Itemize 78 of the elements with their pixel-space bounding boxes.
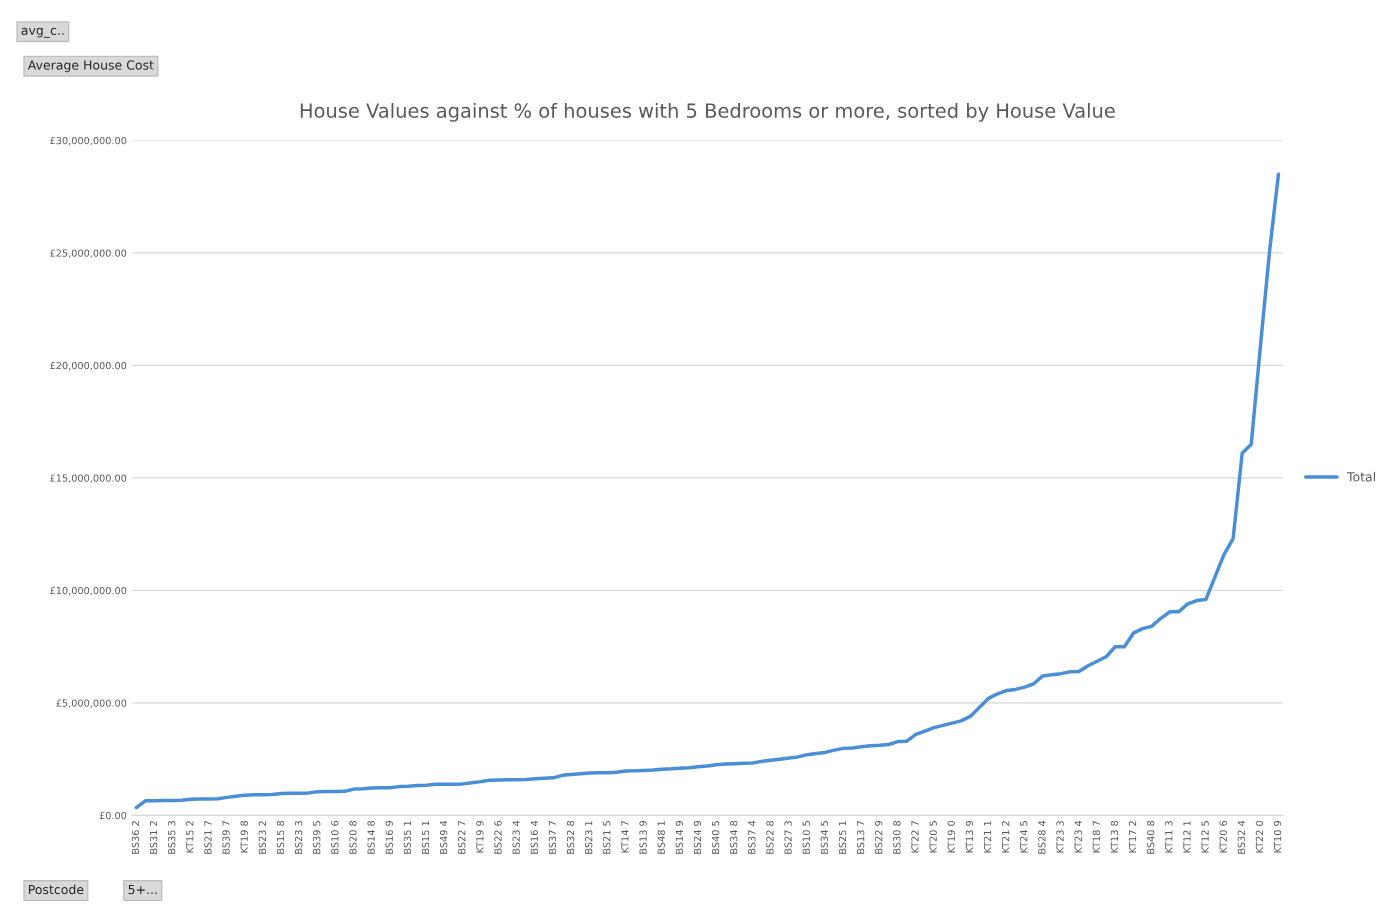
x-tick-label: BS39 5 xyxy=(313,821,321,854)
x-tick-label: BS22 7 xyxy=(458,821,466,854)
x-tick-label: BS22 8 xyxy=(766,820,774,854)
x-tick-label: BS30 8 xyxy=(893,820,901,854)
x-tick-label: KT12 1 xyxy=(1183,821,1191,853)
x-tick-label: KT24 5 xyxy=(1020,821,1028,853)
x-tick-label: BS13 9 xyxy=(639,820,647,854)
x-tick-label: KT20 6 xyxy=(1219,820,1227,853)
x-tick-label: BS24 9 xyxy=(693,820,702,854)
y-tick-label: £30,000,000.00 xyxy=(50,136,127,146)
x-tick-label: KT19 8 xyxy=(240,820,248,853)
y-tick-label: £25,000,000.00 xyxy=(50,249,127,258)
x-tick-label: KT23 3 xyxy=(1056,821,1064,853)
text: Average House Cost xyxy=(27,60,154,73)
x-tick-label: KT22 0 xyxy=(1255,820,1264,853)
x-tick-label: BS36 2 xyxy=(131,821,140,854)
text: avg_c.. xyxy=(21,27,64,38)
x-tick-label: BS20 8 xyxy=(349,820,357,854)
y-tick-label: £15,000,000.00 xyxy=(50,474,127,483)
x-tick-label: KT11 3 xyxy=(1165,821,1173,853)
x-tick-label: BS23 2 xyxy=(258,821,267,854)
x-tick-label: BS15 1 xyxy=(421,821,430,854)
x-tick-label: BS22 9 xyxy=(875,820,883,854)
x-tick-label: BS15 8 xyxy=(276,820,285,854)
y-tick-label: £20,000,000.00 xyxy=(50,361,127,371)
x-tick-label: KT13 9 xyxy=(965,820,974,853)
x-tick-label: BS23 3 xyxy=(294,821,303,854)
x-tick-label: BS34 8 xyxy=(730,820,738,854)
x-tick-label: KT14 7 xyxy=(621,821,629,853)
x-tick-label: BS16 9 xyxy=(385,820,393,854)
x-tick-label: KT17 2 xyxy=(1128,821,1137,853)
x-tick-label: BS34 5 xyxy=(820,821,829,854)
y-tick-label: £5,000,000.00 xyxy=(56,699,127,708)
x-tick-label: BS35 1 xyxy=(403,821,412,854)
x-tick-label: KT10 9 xyxy=(1273,820,1282,853)
x-tick-label: BS10 5 xyxy=(802,821,810,854)
x-tick-label: KT19 0 xyxy=(947,820,955,853)
x-tick-label: BS28 4 xyxy=(1038,820,1046,854)
x-tick-label: BS40 8 xyxy=(1147,820,1155,854)
text: 5+... xyxy=(128,884,157,895)
x-tick-label: BS21 5 xyxy=(603,821,611,854)
x-tick-label: BS25 1 xyxy=(838,821,847,854)
x-tick-label: BS10 6 xyxy=(331,820,339,854)
x-tick-label: KT15 2 xyxy=(186,821,194,853)
legend-label: Total xyxy=(1346,471,1376,482)
text: Postcode xyxy=(28,884,84,895)
x-tick-label: BS39 7 xyxy=(222,821,230,854)
x-tick-label: BS21 7 xyxy=(204,821,212,854)
y-tick-label: £10,000,000.00 xyxy=(50,586,127,596)
x-tick-label: KT13 8 xyxy=(1110,820,1119,853)
x-tick-label: BS14 8 xyxy=(367,820,375,854)
x-tick-label: KT19 9 xyxy=(476,820,484,853)
x-tick-label: BS49 4 xyxy=(439,820,448,854)
x-tick-label: BS16 4 xyxy=(530,820,538,854)
x-tick-label: BS14 9 xyxy=(675,820,683,854)
x-tick-label: BS27 3 xyxy=(784,821,792,854)
x-tick-label: BS37 7 xyxy=(548,821,557,854)
x-tick-label: BS32 4 xyxy=(1237,820,1246,854)
x-tick-label: KT23 4 xyxy=(1074,820,1082,853)
line-series xyxy=(134,172,1281,810)
x-tick-label: BS23 4 xyxy=(512,820,520,854)
y-tick-label: £0.00 xyxy=(99,811,127,820)
x-tick-label: KT21 2 xyxy=(1001,821,1010,853)
x-tick-label: BS40 5 xyxy=(711,821,720,854)
x-tick-label: KT12 5 xyxy=(1201,821,1209,853)
x-tick-label: KT20 5 xyxy=(929,821,937,853)
x-tick-label: BS23 1 xyxy=(585,821,593,854)
x-tick-label: KT22 7 xyxy=(911,821,919,853)
chart-title: House Values against % of houses with 5 Bedrooms or more, sorted by House Value xyxy=(300,102,1115,122)
x-tick-label: BS48 1 xyxy=(657,821,665,854)
x-tick-label: KT21 1 xyxy=(983,821,992,853)
x-tick-label: BS31 2 xyxy=(149,821,158,854)
x-tick-label: BS13 7 xyxy=(856,821,865,854)
x-tick-label: BS22 6 xyxy=(494,820,502,854)
x-tick-label: BS37 4 xyxy=(748,820,756,854)
x-tick-label: KT18 7 xyxy=(1092,821,1100,853)
x-tick-label: BS32 8 xyxy=(566,820,575,854)
x-tick-label: BS35 3 xyxy=(168,821,176,854)
